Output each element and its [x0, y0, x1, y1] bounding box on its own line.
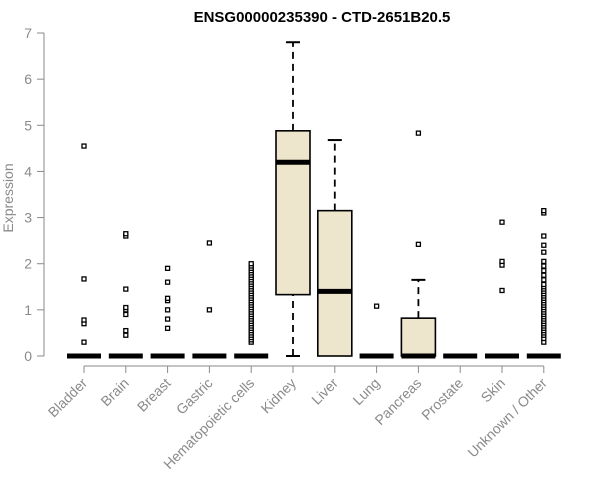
- outlier-point: [415, 130, 422, 136]
- x-tick-label: Bladder: [45, 375, 91, 421]
- outlier-point: [541, 277, 547, 283]
- outlier-point: [81, 143, 87, 149]
- x-tick-label: Lung: [349, 375, 382, 408]
- y-tick-label: 7: [24, 25, 32, 41]
- x-tick-label: Skin: [478, 375, 509, 406]
- box-bladder: [67, 143, 101, 359]
- outlier-point: [541, 258, 547, 265]
- box-unknown-other: [526, 207, 561, 359]
- plot-area: [67, 41, 561, 359]
- y-tick-label: 1: [24, 302, 32, 318]
- outlier-point: [123, 332, 129, 338]
- outlier-point: [206, 240, 213, 246]
- outlier-point: [541, 272, 547, 278]
- outlier-point: [541, 281, 547, 288]
- outlier-point: [164, 295, 171, 301]
- outlier-point: [123, 311, 129, 318]
- outlier-point: [81, 339, 87, 345]
- outlier-point: [248, 261, 254, 267]
- outlier-point: [541, 263, 547, 269]
- outlier-point: [164, 265, 171, 271]
- outlier-point: [164, 325, 171, 331]
- outlier-point: [373, 303, 380, 309]
- box-gastric: [192, 240, 227, 359]
- outlier-point: [123, 231, 129, 237]
- box-skin: [485, 219, 519, 359]
- outlier-point: [164, 307, 171, 313]
- y-tick-label: 0: [24, 348, 32, 364]
- box-breast: [150, 265, 185, 359]
- outlier-point: [81, 317, 87, 323]
- x-tick-label: Brain: [97, 375, 131, 409]
- outlier-point: [541, 233, 547, 239]
- outlier-point: [541, 249, 547, 255]
- y-tick-label: 2: [24, 256, 32, 272]
- box-brain: [108, 231, 143, 359]
- box-body: [400, 317, 437, 357]
- y-tick-label: 6: [24, 71, 32, 87]
- x-tick-label: Breast: [134, 375, 174, 415]
- box-hematopoietic-cells: [234, 261, 269, 359]
- x-tick-label: Prostate: [418, 375, 466, 423]
- box-liver: [316, 139, 353, 357]
- outlier-point: [541, 242, 547, 248]
- y-tick-label: 4: [24, 163, 32, 179]
- box-body: [275, 130, 311, 296]
- outlier-point: [499, 258, 505, 265]
- y-tick-label: 5: [24, 117, 32, 133]
- chart-title: ENSG00000235390 - CTD-2651B20.5: [194, 9, 451, 26]
- box-lung: [359, 303, 394, 359]
- outlier-point: [123, 304, 129, 311]
- outlier-point: [415, 241, 422, 247]
- box-body: [316, 209, 353, 357]
- box-pancreas: [400, 130, 437, 359]
- y-axis-label: Expression: [0, 163, 16, 232]
- outlier-point: [81, 276, 87, 282]
- outlier-point: [164, 279, 171, 285]
- outlier-point: [541, 267, 547, 274]
- outlier-point: [206, 307, 213, 313]
- x-tick-label: Kidney: [258, 375, 300, 417]
- outlier-point: [123, 286, 129, 292]
- outlier-point: [541, 207, 547, 214]
- box-kidney: [275, 41, 311, 357]
- outlier-point: [123, 327, 129, 334]
- outlier-point: [499, 219, 505, 225]
- outlier-point: [499, 287, 505, 294]
- outlier-point: [164, 316, 171, 322]
- y-tick-label: 3: [24, 210, 32, 226]
- x-tick-label: Liver: [308, 375, 341, 408]
- x-tick-label: Unknown / Other: [464, 375, 550, 461]
